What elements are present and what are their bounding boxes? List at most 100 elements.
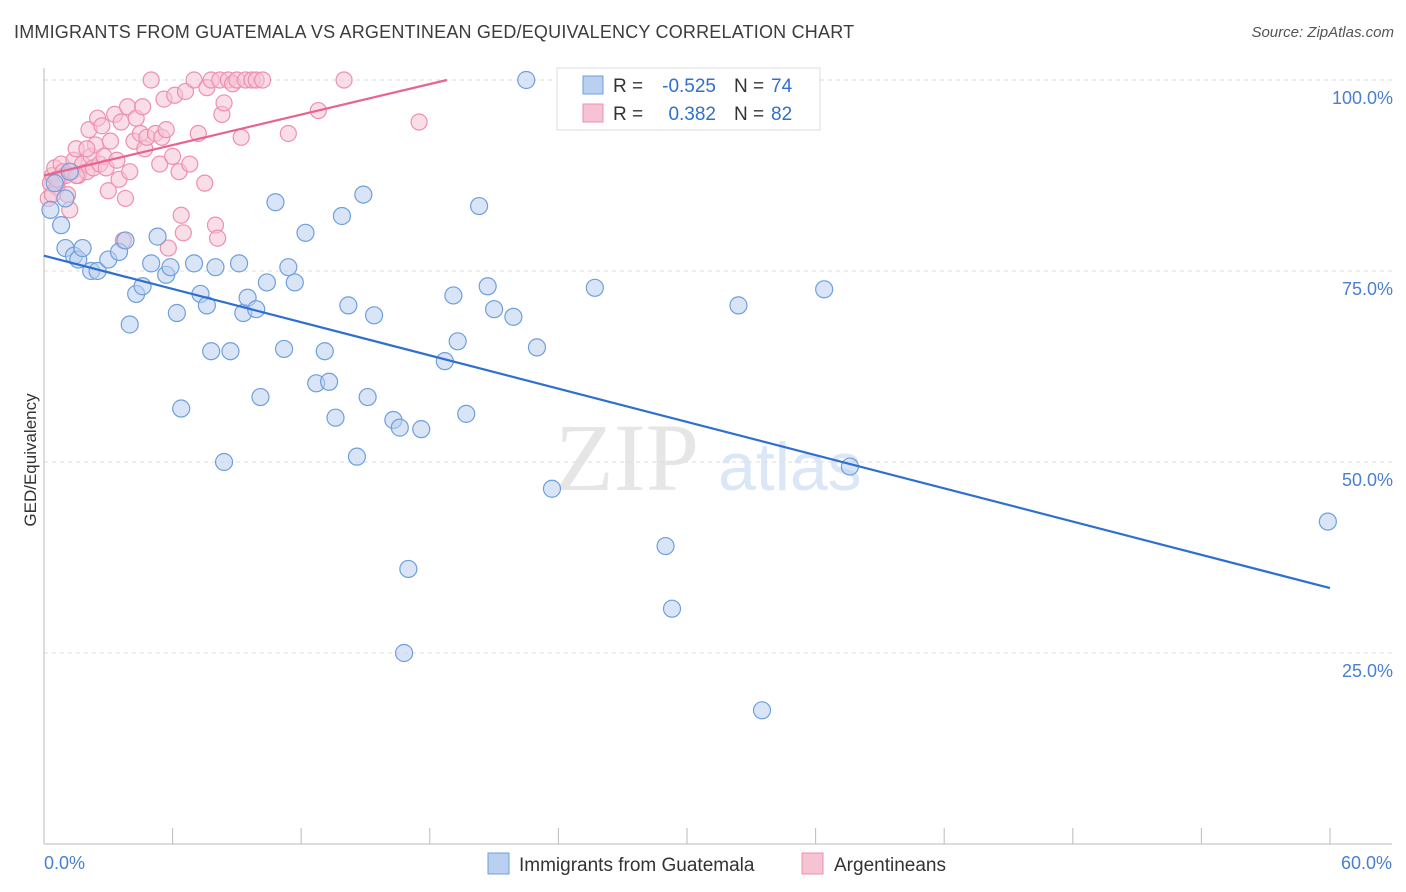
- point-guatemala: [752, 701, 772, 720]
- trend-line-argentineans: [43, 78, 448, 177]
- point-guatemala: [469, 196, 489, 216]
- point-guatemala: [120, 315, 139, 334]
- point-guatemala: [229, 254, 249, 273]
- chart-title: IMMIGRANTS FROM GUATEMALA VS ARGENTINEAN…: [14, 22, 855, 42]
- stats-r-value-pink: 0.382: [668, 104, 716, 125]
- point-guatemala: [444, 286, 463, 305]
- point-argentineans: [176, 82, 195, 101]
- point-argentineans: [78, 140, 96, 158]
- point-guatemala: [221, 342, 240, 361]
- point-guatemala: [202, 342, 221, 361]
- point-guatemala: [517, 70, 536, 90]
- point-guatemala: [285, 273, 304, 292]
- point-argentineans: [232, 128, 250, 146]
- point-guatemala: [279, 258, 298, 277]
- point-guatemala: [161, 258, 180, 277]
- point-argentineans: [410, 113, 428, 131]
- stats-r-label-pink: R =: [613, 104, 643, 125]
- point-argentineans: [209, 229, 227, 247]
- legend-label-guatemala: Immigrants from Guatemala: [519, 855, 755, 876]
- point-guatemala: [364, 306, 384, 325]
- point-guatemala: [116, 231, 135, 250]
- point-guatemala: [257, 273, 277, 292]
- point-argentineans: [181, 155, 199, 173]
- stats-n-value-blue: 74: [771, 76, 793, 97]
- point-argentineans: [254, 71, 272, 89]
- point-guatemala: [326, 408, 345, 427]
- point-argentineans: [116, 189, 135, 208]
- stats-n-label-pink: N =: [734, 104, 764, 125]
- point-guatemala: [815, 280, 834, 299]
- stats-r-label-blue: R =: [613, 76, 643, 97]
- point-guatemala: [457, 404, 476, 423]
- point-argentineans: [185, 71, 203, 89]
- point-guatemala: [206, 258, 225, 277]
- point-guatemala: [274, 339, 294, 359]
- tick-labels: 25.0% 50.0% 75.0% 100.0% 0.0% 60.0%: [44, 88, 1393, 873]
- stats-legend: R = -0.525 N = 74 R = 0.382 N = 82: [556, 67, 821, 131]
- point-guatemala: [542, 479, 562, 498]
- point-guatemala: [172, 399, 191, 418]
- gridlines: [44, 79, 1392, 654]
- point-guatemala: [41, 200, 60, 219]
- point-argentineans: [215, 94, 233, 112]
- series-argentineans: [39, 71, 428, 257]
- point-guatemala: [339, 296, 358, 315]
- point-argentineans: [159, 239, 177, 257]
- series-guatemala: [41, 70, 1337, 720]
- series-legend: Immigrants from Guatemala Argentineans: [487, 852, 946, 876]
- point-guatemala: [73, 238, 92, 258]
- point-guatemala: [478, 277, 497, 296]
- point-argentineans: [157, 121, 175, 139]
- point-argentineans: [93, 117, 111, 135]
- point-guatemala: [167, 303, 186, 323]
- point-guatemala: [656, 536, 675, 556]
- y-tick-label: 25.0%: [1342, 661, 1393, 681]
- point-guatemala: [184, 254, 204, 273]
- point-argentineans: [99, 182, 117, 200]
- stats-n-label-blue: N =: [734, 76, 764, 97]
- point-argentineans: [279, 124, 297, 143]
- point-argentineans: [133, 98, 152, 116]
- y-tick-label: 75.0%: [1342, 279, 1393, 299]
- legend-swatch-argentineans: [801, 852, 824, 875]
- point-guatemala: [45, 174, 64, 193]
- point-guatemala: [214, 452, 234, 472]
- point-argentineans: [196, 174, 214, 192]
- point-guatemala: [412, 420, 431, 439]
- legend-label-argentineans: Argentineans: [834, 855, 946, 876]
- point-guatemala: [266, 193, 285, 212]
- point-guatemala: [394, 643, 414, 663]
- point-guatemala: [527, 338, 547, 357]
- point-guatemala: [399, 559, 418, 579]
- point-argentineans: [112, 113, 130, 131]
- trend-line-guatemala: [43, 254, 1331, 590]
- legend-swatch-guatemala: [487, 852, 510, 875]
- stats-n-value-pink: 82: [771, 104, 792, 125]
- source-label: Source: ZipAtlas.com: [1251, 24, 1394, 41]
- y-tick-label: 50.0%: [1342, 470, 1393, 490]
- stats-swatch-blue: [582, 75, 604, 95]
- watermark-atlas: atlas: [718, 429, 862, 505]
- y-axis-label: GED/Equivalency: [21, 393, 40, 527]
- point-guatemala: [296, 223, 315, 242]
- point-guatemala: [332, 206, 352, 226]
- point-guatemala: [358, 387, 377, 407]
- point-guatemala: [1318, 512, 1337, 531]
- point-guatemala: [148, 227, 167, 246]
- x-tick-label: 60.0%: [1341, 853, 1392, 873]
- point-guatemala: [729, 296, 748, 315]
- point-guatemala: [52, 216, 71, 235]
- point-argentineans: [335, 71, 353, 89]
- trend-lines: [43, 78, 1331, 590]
- x-tick-label: 0.0%: [44, 853, 85, 873]
- point-guatemala: [56, 189, 75, 208]
- point-argentineans: [101, 132, 120, 150]
- point-argentineans: [164, 147, 182, 165]
- point-guatemala: [347, 447, 367, 466]
- point-guatemala: [319, 372, 339, 391]
- point-guatemala: [585, 278, 604, 297]
- point-argentineans: [172, 206, 190, 224]
- point-argentineans: [121, 163, 139, 181]
- point-argentineans: [174, 224, 192, 242]
